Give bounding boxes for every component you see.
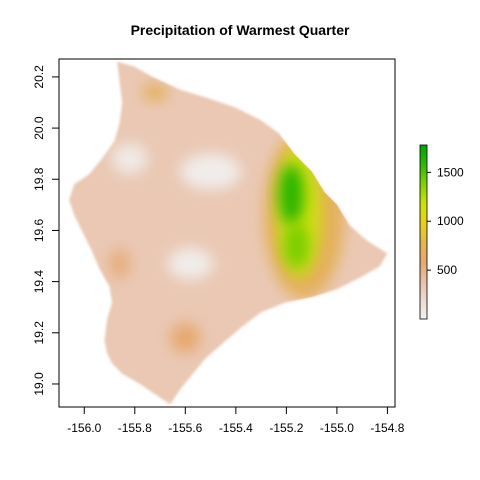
plot-frame: [58, 58, 396, 408]
x-tick-label: -155.8: [118, 421, 152, 435]
y-tick-label: 20.2: [32, 65, 46, 89]
colorbar-legend: 500 1000 1500: [419, 144, 464, 320]
x-tick-label: -156.0: [67, 421, 101, 435]
x-tick-label: -155.0: [320, 421, 354, 435]
precip-zone-kona-slope: [109, 248, 130, 280]
colorbar-tick-label: 1500: [437, 165, 464, 179]
y-axis: 19.0 19.2 19.4 19.6 19.8 20.0 20.2: [32, 65, 59, 396]
x-axis: -156.0 -155.8 -155.6 -155.4 -155.2 -155.0 -154…: [67, 407, 405, 435]
precip-zone-kohala-peak: [142, 83, 168, 102]
y-tick-label: 19.4: [32, 270, 46, 294]
precip-zone-west-saddle: [112, 143, 148, 175]
y-tick-label: 19.8: [32, 167, 46, 191]
y-tick-label: 20.0: [32, 116, 46, 140]
x-tick-label: -154.8: [370, 421, 404, 435]
precip-zone-mauna-loa-summit: [167, 248, 214, 280]
x-tick-label: -155.4: [219, 421, 253, 435]
y-tick-label: 19.6: [32, 218, 46, 242]
precip-zone-wettest-core: [278, 163, 304, 226]
colorbar-gradient: [419, 144, 428, 320]
x-tick-label: -155.2: [269, 421, 303, 435]
precip-zone-southern-slope: [170, 322, 201, 354]
island-base: [69, 61, 388, 405]
precip-zone-wet-core-south: [283, 222, 310, 269]
colorbar-tick-label: 500: [437, 263, 457, 277]
y-tick-label: 19.0: [32, 372, 46, 396]
precip-zone-mauna-kea-summit: [180, 153, 241, 190]
colorbar-tick-label: 1000: [437, 214, 464, 228]
precipitation-raster: [69, 61, 388, 405]
precipitation-features: [109, 83, 345, 354]
x-tick-label: -155.6: [168, 421, 202, 435]
y-tick-label: 19.2: [32, 321, 46, 345]
chart-title: Precipitation of Warmest Quarter: [130, 22, 350, 38]
